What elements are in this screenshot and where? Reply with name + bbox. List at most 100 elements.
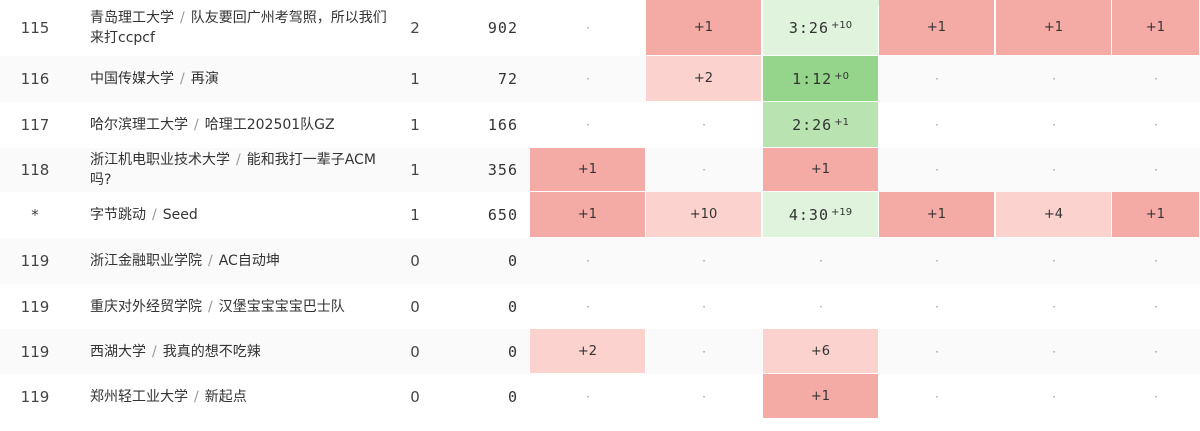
team-cell[interactable]: 中国传媒大学 / 再演 [90, 56, 390, 102]
column-edge [763, 0, 879, 6]
problem-cell[interactable]: +1 [530, 148, 646, 192]
attempt-count: +4 [1043, 207, 1064, 222]
team-cell[interactable]: 重庆对外经贸学院 / 汉堡宝宝宝宝巴士队 [90, 284, 390, 329]
problem-cell[interactable]: · [646, 374, 762, 419]
problem-cell[interactable]: · [530, 238, 646, 284]
problem-cell[interactable]: · [996, 102, 1112, 148]
rank-cell: 116 [20, 70, 50, 88]
table-row: 119 西湖大学 / 我真的想不吃辣 0 0 +2 · +6 · · · [0, 329, 1200, 374]
school-name: 中国传媒大学 [90, 71, 174, 87]
problem-cell[interactable]: · [763, 238, 879, 284]
empty-mark: · [702, 163, 706, 177]
problem-cell[interactable]: +2 [530, 329, 646, 374]
problem-cell[interactable]: · [1112, 284, 1200, 329]
problem-cell[interactable]: · [530, 102, 646, 148]
problem-cell[interactable]: · [879, 284, 995, 329]
problem-cell[interactable]: · [530, 284, 646, 329]
problem-cell[interactable]: · [530, 374, 646, 419]
problem-cell[interactable]: · [1112, 56, 1200, 102]
problem-cell[interactable]: 2:26 +1 [763, 102, 879, 148]
problem-cell[interactable]: · [996, 284, 1112, 329]
team-cell[interactable]: 西湖大学 / 我真的想不吃辣 [90, 329, 390, 374]
problem-cell[interactable]: +1 [996, 0, 1112, 56]
problem-cell[interactable]: +1 [646, 0, 762, 56]
team-label: 汉堡宝宝宝宝巴士队 [218, 298, 345, 315]
penalty-time: 0 [507, 252, 518, 270]
problem-cell[interactable]: +6 [763, 329, 879, 374]
attempt-count: +10 [689, 207, 718, 222]
empty-mark: · [1052, 344, 1056, 359]
attempt-count: +1 [693, 20, 714, 35]
penalty-time: 72 [497, 70, 518, 88]
solved-count: 0 [410, 252, 420, 270]
problem-cell[interactable]: · [879, 102, 995, 148]
empty-mark: · [1154, 72, 1158, 86]
problem-cell[interactable]: 1:12 +0 [763, 56, 879, 102]
team-cell[interactable]: 字节跳动 / Seed [90, 192, 390, 238]
problem-cell[interactable]: · [646, 284, 762, 329]
table-row: 117 哈尔滨理工大学 / 哈理工202501队GZ 1 166 · · 2:26 +1 · · · [0, 102, 1200, 148]
attempt-count: +1 [810, 388, 831, 404]
problem-cell[interactable]: · [763, 284, 879, 329]
problem-cell[interactable]: · [879, 148, 995, 192]
problem-cell[interactable]: · [879, 56, 995, 102]
problem-cell[interactable]: · [530, 0, 646, 56]
team-cell[interactable]: 青岛理工大学 / 队友要回广州考驾照，所以我们来打ccpcf [90, 0, 390, 56]
team-cell[interactable]: 浙江机电职业技术大学 / 能和我打一辈子ACM吗? [90, 148, 390, 192]
problem-cell[interactable]: · [996, 238, 1112, 284]
rank-cell: 118 [20, 161, 50, 179]
problem-cell[interactable]: +1 [763, 374, 879, 419]
problem-cell[interactable]: +1 [1112, 192, 1200, 238]
empty-mark: · [586, 118, 590, 132]
team-name: 青岛理工大学 / 队友要回广州考驾照，所以我们来打ccpcf [90, 8, 390, 48]
team-cell[interactable]: 郑州轻工业大学 / 新起点 [90, 374, 390, 419]
problem-cell[interactable]: · [1112, 148, 1200, 192]
empty-mark: · [1154, 254, 1158, 268]
problem-cell[interactable]: · [1112, 374, 1200, 419]
solved-count: 2 [410, 19, 420, 37]
empty-mark: · [819, 299, 823, 314]
team-cell[interactable]: 浙江金融职业学院 / AC自动坤 [90, 238, 390, 284]
problem-cell[interactable]: · [879, 374, 995, 419]
problem-cell[interactable]: · [1112, 102, 1200, 148]
problem-cell[interactable]: · [646, 102, 762, 148]
team-cell[interactable]: 哈尔滨理工大学 / 哈理工202501队GZ [90, 102, 390, 148]
problem-cell[interactable]: · [996, 329, 1112, 374]
problem-cell[interactable]: +1 [530, 192, 646, 238]
school-name: 郑州轻工业大学 [90, 388, 188, 405]
separator: / [194, 117, 199, 133]
problem-cell[interactable]: +1 [1112, 0, 1200, 56]
problem-cell[interactable]: · [996, 148, 1112, 192]
empty-mark: · [1052, 389, 1056, 404]
attempt-count: +1 [926, 207, 947, 222]
problem-cell[interactable]: · [646, 238, 762, 284]
solved-count: 0 [410, 342, 420, 361]
team-label: 我真的想不吃辣 [162, 343, 261, 360]
problem-cell[interactable]: · [646, 148, 762, 192]
problem-cell[interactable]: 4:30 +19 [763, 192, 879, 238]
problem-cell[interactable]: +2 [646, 56, 762, 102]
problem-cell[interactable]: · [996, 374, 1112, 419]
problem-cell[interactable]: · [996, 56, 1112, 102]
empty-mark: · [935, 344, 939, 359]
problem-cell[interactable]: · [646, 329, 762, 374]
problem-cell[interactable]: 3:26 +10 [763, 0, 879, 56]
problem-cell[interactable]: · [530, 56, 646, 102]
problem-cell[interactable]: +1 [879, 192, 995, 238]
problem-cell[interactable]: · [1112, 238, 1200, 284]
team-name: 中国传媒大学 / 再演 [90, 69, 219, 89]
problem-cell[interactable]: · [879, 238, 995, 284]
separator: / [208, 253, 213, 269]
school-name: 浙江机电职业技术大学 [90, 152, 230, 168]
problem-cell[interactable]: · [1112, 329, 1200, 374]
problem-cell[interactable]: +1 [879, 0, 995, 56]
attempt-count: +10 [831, 20, 853, 31]
problem-cell[interactable]: +10 [646, 192, 762, 238]
attempt-count: +2 [693, 71, 714, 86]
problem-cell[interactable]: +4 [996, 192, 1112, 238]
team-label: 能和我打一辈子ACM吗? [90, 152, 376, 188]
problem-cell[interactable]: · [879, 329, 995, 374]
attempt-count: +6 [810, 343, 831, 359]
solve-time: 2:26 [792, 115, 833, 134]
problem-cell[interactable]: +1 [763, 148, 879, 192]
